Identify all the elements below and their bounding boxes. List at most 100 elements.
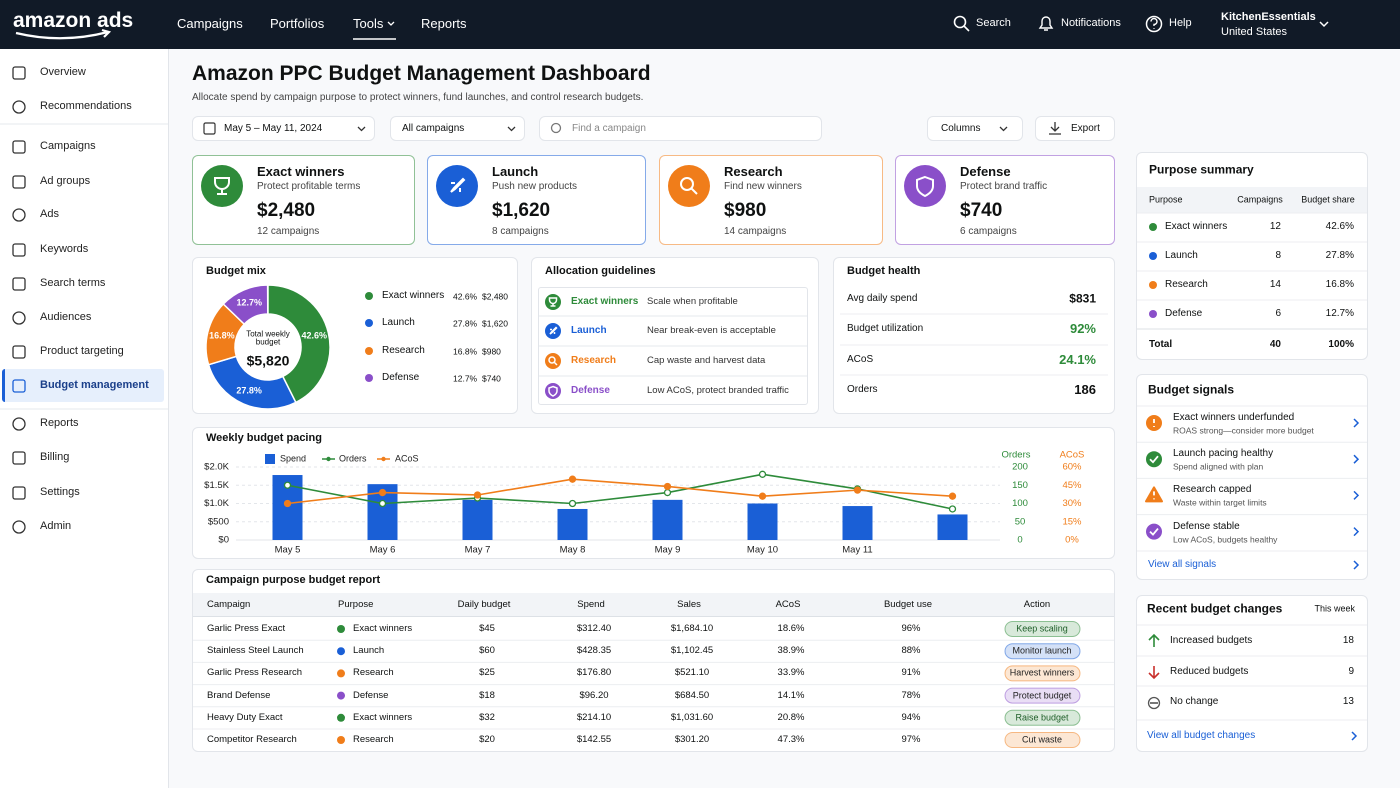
view-all-link[interactable]: View all budget changes: [1147, 729, 1256, 741]
table-header: Sales: [677, 599, 701, 611]
table-cell: 88%: [901, 645, 921, 657]
action-button[interactable]: Monitor launch: [1012, 645, 1072, 656]
sidebar: [0, 49, 169, 788]
summary-header-row: [1137, 187, 1367, 213]
change-value: 18: [1342, 634, 1354, 646]
panel-title: Recent budget changes: [1147, 601, 1283, 616]
sidebar-item[interactable]: Search terms: [40, 277, 106, 290]
signal-title[interactable]: Launch pacing healthy: [1173, 447, 1274, 459]
panel-title: Budget health: [847, 265, 921, 278]
signal-desc: Waste within target limits: [1173, 497, 1267, 508]
change-label: Increased budgets: [1170, 634, 1253, 646]
signal-title[interactable]: Exact winners underfunded: [1173, 411, 1295, 423]
signal-desc: ROAS strong—consider more budget: [1173, 425, 1314, 436]
table-header: Daily budget: [457, 599, 511, 611]
notifications-button[interactable]: Notifications: [1061, 17, 1121, 30]
top-nav: [0, 0, 1400, 49]
guideline-name: Research: [571, 354, 617, 366]
card-budget: $980: [724, 200, 767, 222]
campaign-filter-label[interactable]: All campaigns: [402, 122, 465, 134]
sidebar-item[interactable]: Settings: [40, 486, 80, 499]
nav-link[interactable]: Reports: [421, 16, 467, 32]
table-cell: Exact winners: [353, 711, 413, 723]
guideline-name: Defense: [571, 384, 610, 396]
sidebar-item[interactable]: Admin: [40, 520, 72, 533]
nav-link[interactable]: Campaigns: [177, 16, 243, 32]
columns-label[interactable]: Columns: [941, 122, 981, 134]
action-button[interactable]: Protect budget: [1012, 689, 1072, 700]
health-label: Orders: [847, 383, 878, 395]
signal-title[interactable]: Research capped: [1173, 484, 1252, 496]
change-value: 9: [1348, 665, 1354, 677]
table-cell: Heavy Duty Exact: [207, 711, 283, 723]
pie-center-value: $5,820: [246, 352, 290, 369]
nav-link[interactable]: Portfolios: [270, 16, 325, 32]
sidebar-item[interactable]: Overview: [40, 66, 86, 79]
campaign-filter: [390, 116, 525, 141]
table-cell: Garlic Press Exact: [207, 623, 286, 635]
page-title: Amazon PPC Budget Management Dashboard: [192, 61, 651, 85]
table-header: Purpose: [1149, 194, 1183, 205]
table-cell: $45: [479, 623, 495, 635]
search-button[interactable]: Search: [976, 17, 1011, 30]
legend-label: Defense: [382, 371, 420, 383]
account-region: United States: [1221, 26, 1288, 39]
signals-panel: [1136, 374, 1368, 580]
table-cell: Research: [1165, 278, 1208, 290]
help-button[interactable]: Help: [1169, 17, 1192, 30]
legend-label: Exact winners: [382, 289, 445, 301]
table-cell: 38.9%: [777, 645, 805, 657]
legend-label: Launch: [382, 316, 415, 328]
view-all-link[interactable]: View all signals: [1148, 558, 1217, 570]
legend-amount: $980: [482, 346, 501, 357]
legend-amount: $740: [482, 373, 501, 384]
report-header-row: [193, 593, 1114, 617]
table-cell: 96%: [901, 623, 921, 635]
table-cell: $18: [479, 689, 495, 701]
action-button[interactable]: Raise budget: [1015, 712, 1069, 723]
health-value: 92%: [1069, 321, 1096, 337]
table-cell: Exact winners: [1165, 220, 1228, 232]
card-campaigns: 8 campaigns: [492, 225, 549, 237]
action-button[interactable]: Cut waste: [1021, 734, 1063, 745]
sidebar-item[interactable]: Product targeting: [40, 345, 124, 358]
sidebar-item[interactable]: Audiences: [40, 311, 92, 324]
sidebar-item[interactable]: Ad groups: [40, 175, 91, 188]
table-cell: Research: [353, 734, 394, 746]
table-cell: $60: [479, 645, 495, 657]
search-placeholder[interactable]: Find a campaign: [572, 122, 646, 134]
table-cell: 27.8%: [1325, 249, 1354, 261]
account-name[interactable]: KitchenEssentials: [1221, 11, 1316, 24]
card-name: Defense: [960, 164, 1011, 180]
sidebar-item[interactable]: Billing: [40, 451, 70, 464]
sidebar-item[interactable]: Reports: [40, 417, 79, 430]
action-button[interactable]: Keep scaling: [1016, 623, 1068, 634]
date-filter-label[interactable]: May 5 – May 11, 2024: [224, 122, 323, 134]
table-cell: Stainless Steel Launch: [207, 645, 304, 657]
guideline-name: Exact winners: [571, 295, 639, 307]
table-cell: 14: [1269, 278, 1281, 290]
health-label: Budget utilization: [847, 322, 924, 334]
export-button: [1035, 116, 1115, 141]
sidebar-item[interactable]: Budget management: [40, 379, 149, 392]
table-cell: 12.7%: [1325, 307, 1354, 319]
legend-label: Research: [382, 344, 425, 356]
chart-title: Budget mix: [206, 265, 266, 278]
nav-link[interactable]: Tools: [353, 16, 384, 32]
table-header: Spend: [577, 599, 605, 611]
sidebar-item[interactable]: Ads: [40, 208, 59, 221]
signal-title[interactable]: Defense stable: [1173, 520, 1240, 532]
guideline-text: Near break-even is acceptable: [647, 325, 776, 337]
sidebar-item[interactable]: Campaigns: [40, 140, 96, 153]
action-button[interactable]: Harvest winners: [1009, 667, 1075, 678]
pie-value-label: 12.7%: [236, 297, 263, 308]
total-cell: Total: [1149, 338, 1173, 350]
health-value: $831: [1069, 291, 1096, 306]
export-label[interactable]: Export: [1071, 122, 1100, 134]
sidebar-item[interactable]: Recommendations: [40, 100, 132, 113]
table-cell: $20: [479, 734, 495, 746]
card-campaigns: 6 campaigns: [960, 225, 1017, 237]
guideline-text: Low ACoS, protect branded traffic: [647, 385, 789, 397]
brand-logo[interactable]: amazon ads: [13, 8, 134, 32]
sidebar-item[interactable]: Keywords: [40, 243, 89, 256]
